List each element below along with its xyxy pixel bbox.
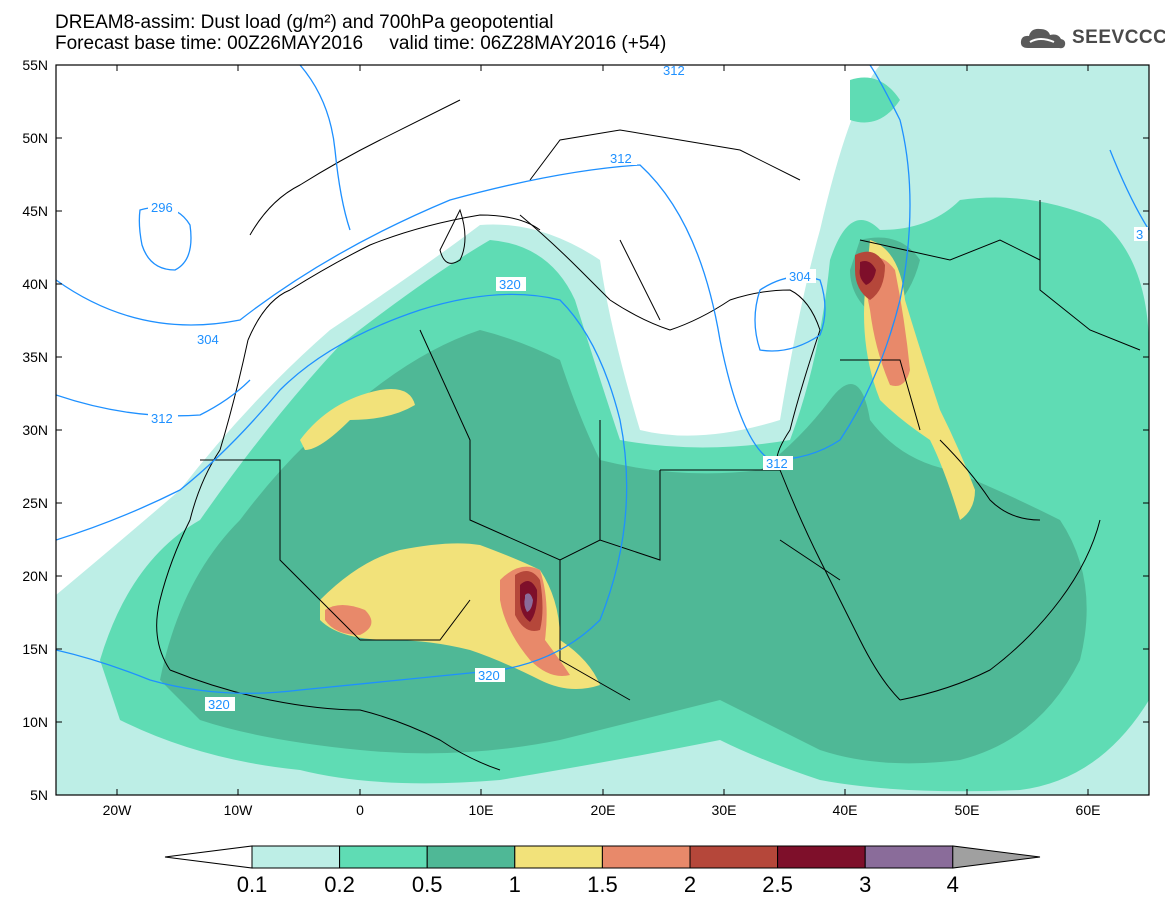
lon-label: 50E (955, 802, 980, 818)
map-title: DREAM8-assim: Dust load (g/m²) and 700hP… (55, 12, 666, 54)
legend-label: 0.1 (237, 872, 268, 897)
title-line-1: DREAM8-assim: Dust load (g/m²) and 700hP… (55, 12, 554, 33)
lon-label: 60E (1076, 802, 1101, 818)
contour-label: 312 (663, 63, 685, 78)
legend-swatch (689, 845, 779, 869)
lat-label: 50N (22, 130, 48, 146)
legend-below-triangle (164, 845, 253, 869)
lat-label: 40N (22, 276, 48, 292)
cloud-icon (1020, 28, 1066, 49)
legend-label: 1.5 (587, 872, 618, 897)
dust-layer-3 (524, 593, 533, 612)
logo-text: SEEVCCC (1072, 27, 1165, 48)
legend-label: 0.5 (412, 872, 443, 897)
longitude-labels: 20W 10W 0 10E 20E 30E 40E 50E 60E (103, 802, 1101, 818)
legend-label: 1 (509, 872, 521, 897)
legend-label: 4 (947, 872, 959, 897)
legend-label: 2.5 (762, 872, 793, 897)
lon-label: 20W (103, 802, 133, 818)
lon-label: 20E (591, 802, 616, 818)
lon-label: 40E (833, 802, 858, 818)
legend-swatch (601, 845, 691, 869)
contour-label: 312 (766, 456, 788, 471)
contour-label: 312 (610, 151, 632, 166)
contour-label: 320 (499, 277, 521, 292)
latitude-labels: 55N 50N 45N 40N 35N 30N 25N 20N 15N 10N … (22, 57, 48, 803)
lat-label: 30N (22, 422, 48, 438)
legend-swatch (251, 845, 341, 869)
coastlines (156, 99, 1141, 771)
contour-label: 304 (789, 269, 811, 284)
legend-label: 3 (859, 872, 871, 897)
contour-label: 320 (478, 668, 500, 683)
contour-label: 3 (1136, 227, 1143, 242)
legend-swatch (864, 845, 954, 869)
latitude-axis (56, 64, 1149, 796)
legend-swatch (426, 845, 516, 869)
colorbar-legend: 0.1 0.2 0.5 1 1.5 2 2.5 3 4 (164, 845, 1041, 897)
map-plot-area: 312 312 296 304 320 304 312 320 320 312 … (56, 63, 1149, 795)
lat-label: 10N (22, 714, 48, 730)
contour-labels: 312 312 296 304 320 304 312 320 320 312 … (148, 63, 1148, 712)
lon-label: 10W (224, 802, 254, 818)
lat-label: 15N (22, 641, 48, 657)
legend-label: 0.2 (324, 872, 355, 897)
legend-swatch (777, 845, 866, 869)
lat-label: 5N (30, 787, 48, 803)
lat-label: 35N (22, 349, 48, 365)
legend-swatch (339, 845, 428, 869)
title-line-2: Forecast base time: 00Z26MAY2016 valid t… (55, 33, 667, 54)
lat-label: 25N (22, 495, 48, 511)
legend-label: 2 (684, 872, 696, 897)
longitude-axis (116, 65, 1089, 795)
lon-label: 0 (356, 802, 364, 818)
lat-label: 55N (22, 57, 48, 73)
contour-label: 320 (208, 697, 230, 712)
contour-label: 312 (151, 411, 173, 426)
lon-label: 30E (712, 802, 737, 818)
legend-swatch (514, 845, 603, 869)
lat-label: 20N (22, 568, 48, 584)
lon-label: 10E (469, 802, 494, 818)
contour-label: 296 (151, 200, 173, 215)
geopotential-contours (56, 65, 1149, 694)
seevccc-logo: SEEVCCC (1018, 24, 1165, 52)
lat-label: 45N (22, 203, 48, 219)
contour-label: 304 (197, 332, 219, 347)
legend-above-triangle (952, 845, 1041, 869)
